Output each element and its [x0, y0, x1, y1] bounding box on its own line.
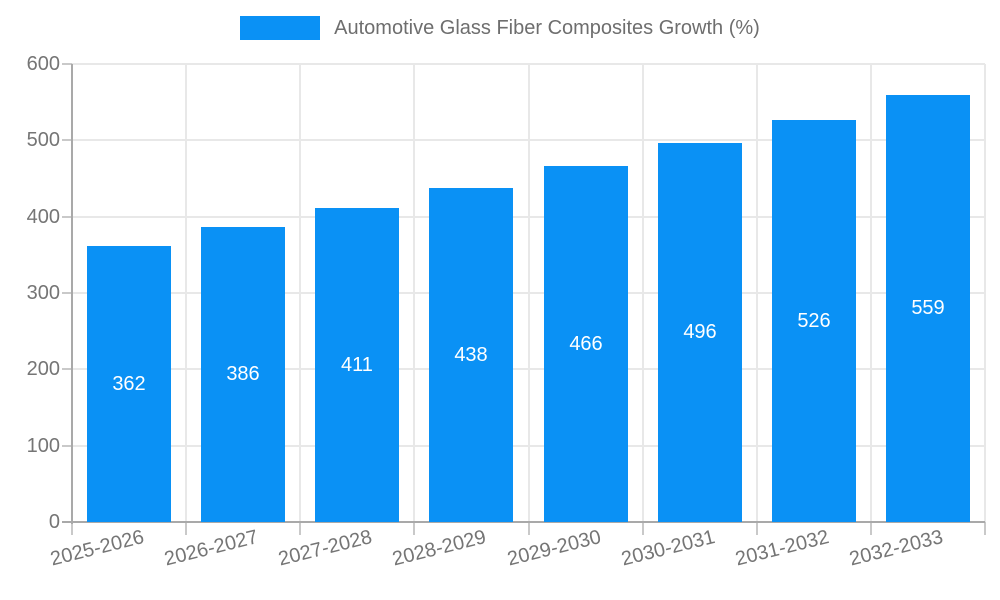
- bar: 386: [201, 227, 285, 522]
- bar: 526: [772, 120, 856, 522]
- y-tick-label: 0: [48, 511, 60, 533]
- x-gridline: [984, 64, 986, 522]
- x-axis-tick: [641, 522, 644, 535]
- x-axis-tick: [71, 522, 73, 535]
- x-gridline: [641, 64, 644, 522]
- x-gridline: [869, 64, 872, 522]
- bar-value-label: 466: [569, 332, 603, 355]
- y-axis-line: [71, 64, 73, 524]
- bar-value-label: 411: [341, 353, 373, 376]
- bar: 559: [886, 95, 970, 522]
- bar: 466: [544, 166, 628, 522]
- bar-value-label: 559: [911, 297, 945, 319]
- bar-value-label: 438: [454, 343, 488, 366]
- x-gridline: [527, 64, 530, 522]
- y-axis-tick: [62, 215, 72, 218]
- x-axis-tick: [869, 522, 872, 535]
- x-gridline: [413, 64, 416, 522]
- chart-legend: Automotive Glass Fiber Composites Growth…: [0, 16, 1000, 40]
- bar: 362: [87, 246, 171, 522]
- x-gridline: [185, 64, 188, 522]
- bar: 411: [315, 208, 399, 522]
- y-tick-label: 600: [26, 53, 60, 75]
- bar-value-label: 526: [797, 309, 831, 332]
- x-axis-line: [62, 521, 985, 523]
- y-tick-label: 300: [26, 282, 60, 304]
- x-axis-tick: [755, 522, 758, 535]
- y-axis-tick: [62, 368, 72, 371]
- y-tick-label: 400: [26, 205, 60, 228]
- y-tick-label: 100: [26, 434, 60, 457]
- bar-value-label: 386: [226, 363, 260, 385]
- x-gridline: [755, 64, 758, 522]
- x-axis-tick: [527, 522, 530, 535]
- bar-value-label: 496: [683, 321, 717, 343]
- y-axis-tick: [62, 292, 72, 294]
- y-tick-label: 500: [26, 129, 60, 152]
- x-axis-tick: [185, 522, 188, 535]
- bar: 438: [429, 188, 513, 522]
- legend-swatch: [240, 16, 321, 40]
- x-gridline: [299, 64, 302, 522]
- legend-label: Automotive Glass Fiber Composites Growth…: [334, 16, 760, 39]
- x-axis-tick: [984, 522, 986, 535]
- y-axis-tick: [62, 139, 72, 142]
- x-axis-tick: [413, 522, 416, 535]
- y-axis-tick: [62, 63, 72, 65]
- y-axis-tick: [62, 444, 72, 447]
- bar: 496: [658, 143, 742, 522]
- y-tick-label: 200: [26, 358, 60, 381]
- bar-value-label: 362: [112, 372, 146, 395]
- x-axis-tick: [299, 522, 302, 535]
